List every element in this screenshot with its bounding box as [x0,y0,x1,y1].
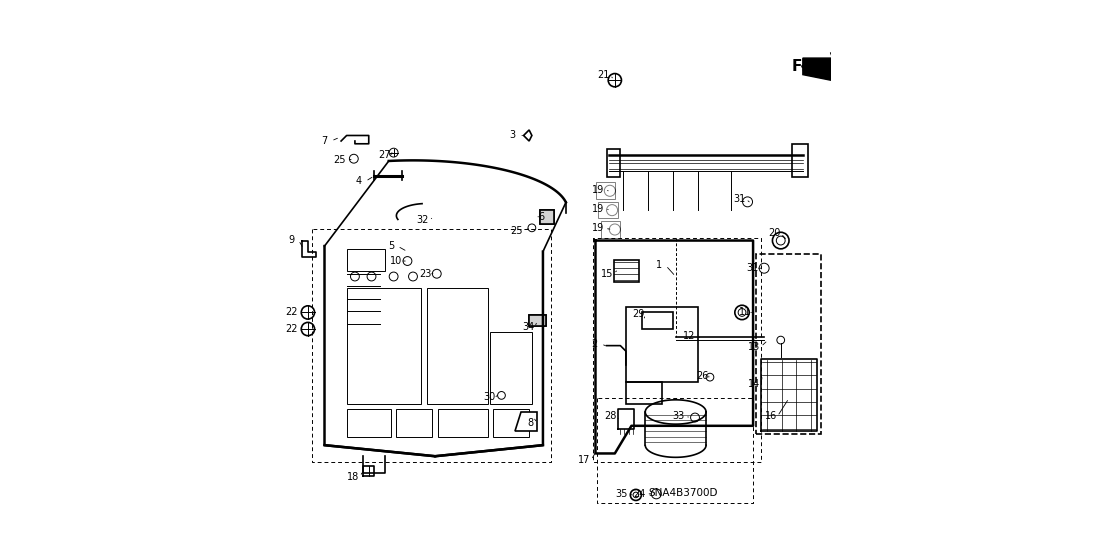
Bar [491,332,532,404]
Text: 24: 24 [634,489,646,499]
Bar [626,307,698,382]
Bar [347,288,421,404]
Polygon shape [541,210,554,224]
Text: 2: 2 [592,339,597,349]
Text: 20: 20 [768,228,780,238]
Bar [614,260,638,282]
Text: 11: 11 [739,307,751,317]
Text: 22: 22 [286,324,298,334]
Text: 19: 19 [592,204,604,214]
Polygon shape [596,182,615,199]
Text: 34: 34 [522,322,534,332]
Text: 25: 25 [511,226,523,236]
Text: 18: 18 [347,472,359,482]
Text: SNA4B3700D: SNA4B3700D [648,488,718,498]
Text: 31: 31 [733,194,746,204]
Polygon shape [524,130,532,141]
Polygon shape [598,202,617,218]
Bar [427,288,488,404]
Text: 5: 5 [388,241,394,251]
Bar [438,409,488,437]
Polygon shape [803,53,837,80]
Text: 22: 22 [286,307,298,317]
Text: 9: 9 [289,235,295,245]
Text: 7: 7 [321,136,328,146]
Text: 23: 23 [419,269,431,279]
Text: 1: 1 [656,260,663,270]
Text: 26: 26 [696,371,708,381]
Text: 25: 25 [334,155,346,165]
Bar [626,382,661,404]
Text: 17: 17 [578,455,591,465]
Text: 21: 21 [597,70,611,80]
Text: 12: 12 [684,331,696,341]
Polygon shape [515,412,537,431]
Bar [530,315,546,326]
Text: 13: 13 [748,342,760,352]
Text: 28: 28 [604,411,616,421]
Text: 15: 15 [601,269,613,279]
Text: 3: 3 [510,131,515,140]
Bar [643,312,673,329]
Text: 19: 19 [592,223,604,233]
Text: 10: 10 [390,256,402,266]
Bar [756,254,821,434]
Text: 27: 27 [378,150,390,160]
Text: 29: 29 [632,309,644,319]
Bar [397,409,432,437]
Text: 30: 30 [483,392,495,401]
Text: FR.: FR. [792,59,820,74]
Text: 6: 6 [538,212,545,222]
Text: 19: 19 [592,185,604,195]
Bar [541,210,554,224]
Text: 16: 16 [765,411,777,421]
Text: 31: 31 [746,263,758,273]
Text: 32: 32 [417,215,429,225]
Polygon shape [792,144,809,177]
Text: 35: 35 [615,489,627,499]
Bar [347,249,386,271]
Text: 33: 33 [673,411,685,421]
Polygon shape [530,315,546,326]
Bar [493,409,530,437]
Text: 8: 8 [527,418,534,428]
Polygon shape [606,149,620,177]
Polygon shape [601,221,620,238]
Text: 4: 4 [356,176,362,186]
Bar [347,409,391,437]
Text: 14: 14 [748,379,760,389]
